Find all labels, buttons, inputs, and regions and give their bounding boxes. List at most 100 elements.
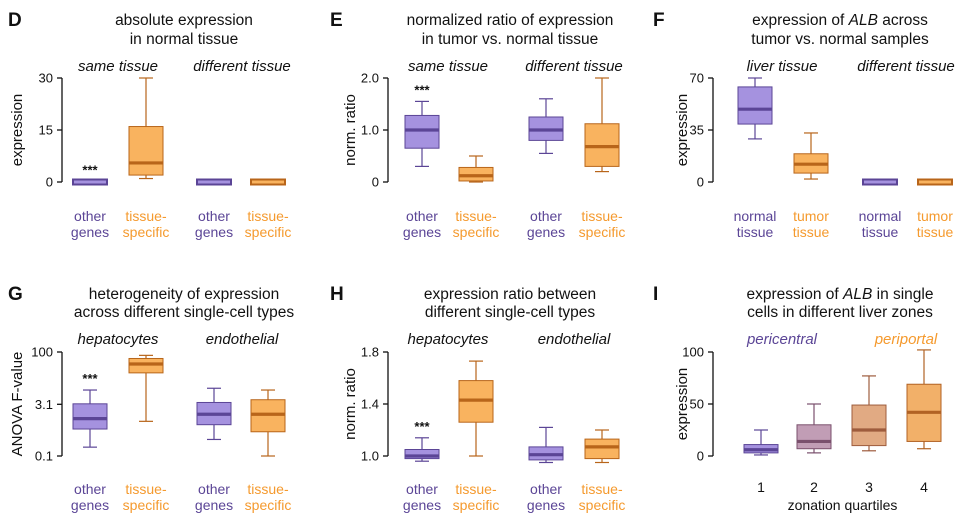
x-tick-label: genes <box>195 224 233 240</box>
box-iqr <box>796 424 832 450</box>
x-tick-label: 2 <box>810 479 818 495</box>
x-tick-label: other <box>74 208 106 224</box>
panel-letter: D <box>8 10 22 31</box>
box-2 <box>793 132 829 180</box>
x-tick-label: other <box>74 481 106 497</box>
y-tick-label: 0 <box>372 175 379 190</box>
panel-title: heterogeneity of expression <box>89 286 279 303</box>
significance-stars: *** <box>82 371 98 386</box>
x-tick-label: tissue- <box>125 208 167 224</box>
y-tick-label: 1.0 <box>361 449 379 464</box>
box-1 <box>404 100 440 167</box>
panel-title: expression of ALB across <box>752 12 928 29</box>
x-tick-label: tissue <box>793 224 830 240</box>
x-tick-label: genes <box>71 497 109 513</box>
group-label: different tissue <box>857 58 955 75</box>
box-1 <box>72 178 108 186</box>
group-label: different tissue <box>525 58 623 75</box>
panel-letter: F <box>653 10 665 31</box>
y-tick-label: 2.0 <box>361 71 379 86</box>
panel-title: normalized ratio of expression <box>407 12 614 29</box>
box-iqr <box>917 178 953 186</box>
box-2 <box>458 360 494 457</box>
box-iqr <box>851 404 887 447</box>
box-4 <box>584 77 620 173</box>
box-iqr <box>584 438 620 460</box>
x-tick-label: genes <box>403 224 441 240</box>
y-tick-label: 50 <box>690 397 704 412</box>
y-axis-label: norm. ratio <box>342 94 359 166</box>
box-2 <box>128 354 164 422</box>
box-iqr <box>196 178 232 186</box>
x-tick-label: specific <box>453 224 500 240</box>
y-axis-label: ANOVA F-value <box>9 352 26 457</box>
y-tick-label: 1.0 <box>361 123 379 138</box>
y-tick-label: 30 <box>39 71 53 86</box>
box-1 <box>737 77 773 140</box>
x-tick-label: specific <box>579 224 626 240</box>
panel-letter: G <box>8 284 23 305</box>
panel-title: cells in different liver zones <box>747 304 933 321</box>
x-tick-label: tissue <box>862 224 899 240</box>
box-4 <box>917 178 953 186</box>
y-tick-label: 100 <box>682 345 704 360</box>
panel-letter: E <box>330 10 343 31</box>
y-tick-label: 3.1 <box>35 397 53 412</box>
x-tick-label: normal <box>859 208 902 224</box>
panel-letter: I <box>653 284 658 305</box>
box-1 <box>404 437 440 462</box>
panel-title: in tumor vs. normal tissue <box>422 31 599 48</box>
significance-stars: *** <box>414 82 430 97</box>
x-tick-label: tissue- <box>455 208 497 224</box>
panel-title: absolute expression <box>115 12 253 29</box>
box-2 <box>796 403 832 454</box>
box-3 <box>851 375 887 452</box>
legend-entry: pericentral <box>746 331 818 348</box>
x-tick-label: tissue- <box>125 481 167 497</box>
box-iqr <box>737 86 773 125</box>
group-label: endothelial <box>206 331 279 348</box>
box-2 <box>458 155 494 183</box>
x-tick-label: tissue <box>737 224 774 240</box>
box-4 <box>584 429 620 464</box>
x-tick-label: tissue- <box>581 208 623 224</box>
x-tick-label: specific <box>245 497 292 513</box>
y-tick-label: 35 <box>690 123 704 138</box>
group-label: hepatocytes <box>408 331 489 348</box>
box-iqr <box>128 357 164 374</box>
box-iqr <box>128 126 164 176</box>
x-tick-label: other <box>530 481 562 497</box>
x-tick-label: specific <box>245 224 292 240</box>
box-iqr <box>250 178 286 186</box>
significance-stars: *** <box>414 419 430 434</box>
box-iqr <box>862 178 898 186</box>
x-tick-label: other <box>406 481 438 497</box>
y-tick-label: 1.4 <box>361 397 379 412</box>
panel-title: expression of ALB in single <box>747 286 934 303</box>
box-2 <box>128 77 164 180</box>
y-tick-label: 0 <box>697 449 704 464</box>
x-tick-label: specific <box>453 497 500 513</box>
group-label: different tissue <box>193 58 291 75</box>
y-tick-label: 0.1 <box>35 449 53 464</box>
box-1 <box>72 389 108 448</box>
y-axis-label: expression <box>674 94 691 167</box>
x-tick-label: tumor <box>793 208 829 224</box>
significance-stars: *** <box>82 162 98 177</box>
x-tick-label: tissue- <box>581 481 623 497</box>
x-tick-label: 4 <box>920 479 928 495</box>
box-3 <box>528 98 564 154</box>
box-3 <box>528 426 564 464</box>
panel-title: across different single-cell types <box>74 304 295 321</box>
panel-title: expression ratio between <box>424 286 596 303</box>
y-axis-label: norm. ratio <box>342 368 359 440</box>
x-tick-label: tissue- <box>247 481 289 497</box>
legend-entry: periportal <box>874 331 938 348</box>
box-iqr <box>404 449 440 460</box>
x-tick-label: genes <box>527 224 565 240</box>
x-tick-label: other <box>198 481 230 497</box>
x-axis-label: zonation quartiles <box>788 497 898 513</box>
x-tick-label: tissue- <box>247 208 289 224</box>
box-iqr <box>72 403 108 430</box>
